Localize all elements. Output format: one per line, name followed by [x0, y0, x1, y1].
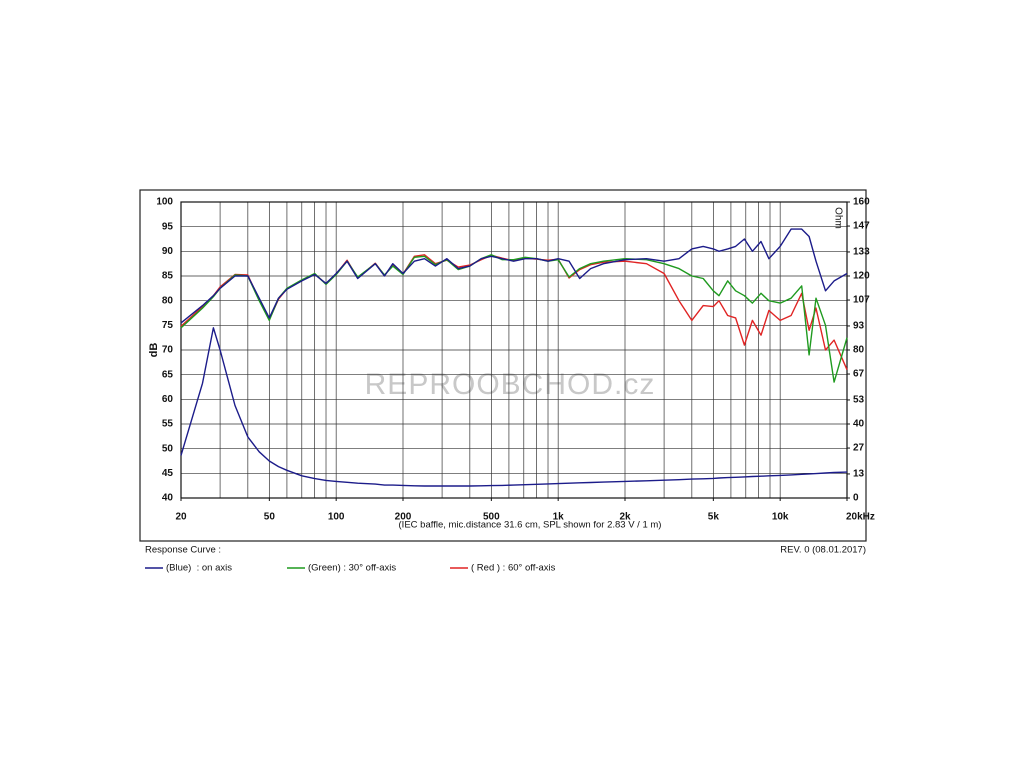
y2-tick-label: 133: [853, 247, 870, 258]
y2-tick-label: 107: [853, 295, 870, 306]
y2-tick-label: 160: [853, 197, 870, 208]
y-tick-label: 45: [162, 468, 174, 479]
y2-tick-label: 80: [853, 345, 865, 356]
y-tick-label: 55: [162, 419, 174, 430]
y2-axis-label: Ohm: [832, 207, 843, 229]
legend-title: Response Curve :: [145, 545, 221, 556]
y-tick-label: 90: [162, 246, 174, 257]
y-tick-label: 80: [162, 295, 174, 306]
y2-tick-label: 93: [853, 321, 865, 332]
y2-tick-label: 0: [853, 493, 859, 504]
watermark: REPROOBCHOD.cz: [365, 368, 656, 401]
y2-tick-label: 120: [853, 271, 870, 282]
y2-tick-label: 147: [853, 221, 870, 232]
response-line: [180, 254, 848, 370]
x-tick-label: 2k: [619, 512, 631, 523]
y-tick-label: 100: [156, 197, 173, 208]
legend-label: ( Red ) : 60° off-axis: [471, 563, 556, 574]
caption: (IEC baffle, mic.distance 31.6 cm, SPL s…: [399, 520, 662, 531]
y2-tick-label: 40: [853, 419, 865, 430]
x-tick-label: 100: [328, 512, 345, 523]
revision: REV. 0 (08.01.2017): [780, 545, 866, 556]
y-tick-label: 95: [162, 221, 174, 232]
y-tick-label: 65: [162, 369, 174, 380]
y-axis-label: dB: [148, 343, 160, 358]
y-tick-label: 50: [162, 443, 174, 454]
legend-label: (Blue) : on axis: [166, 563, 232, 574]
y2-tick-label: 53: [853, 395, 865, 406]
y-tick-label: 60: [162, 394, 174, 405]
impedance-line: [180, 327, 848, 487]
x-tick-label: 10k: [772, 512, 789, 523]
y-tick-label: 40: [162, 493, 174, 504]
y2-tick-label: 27: [853, 443, 865, 454]
x-tick-label: 1k: [553, 512, 565, 523]
frame: [139, 189, 867, 542]
x-tick-label: 200: [395, 512, 412, 523]
x-tick-label: 50: [264, 512, 276, 523]
y-tick-label: 70: [162, 345, 174, 356]
x-tick-label: 5k: [708, 512, 720, 523]
y2-tick-label: 13: [853, 469, 865, 480]
x-tick-label: 20: [175, 512, 187, 523]
x-tick-label: 20kHz: [846, 512, 875, 523]
y-tick-label: 85: [162, 271, 174, 282]
y-tick-label: 75: [162, 320, 174, 331]
y2-tick-label: 67: [853, 369, 865, 380]
response-line: [180, 228, 848, 324]
response-line: [180, 254, 848, 383]
legend-label: (Green) : 30° off-axis: [308, 563, 396, 574]
x-tick-label: 500: [483, 512, 500, 523]
